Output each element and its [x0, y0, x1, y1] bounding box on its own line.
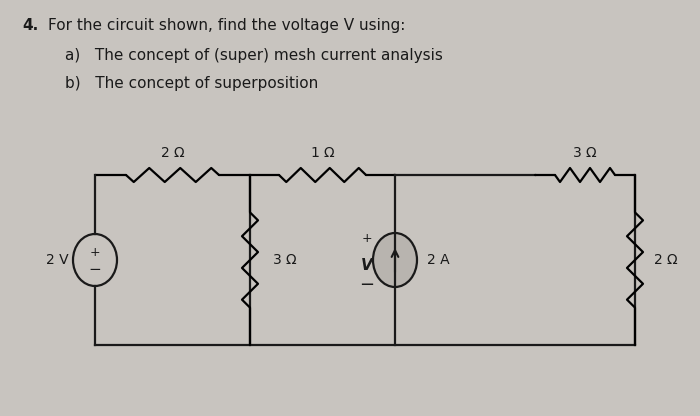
Text: −: − — [89, 262, 102, 277]
Ellipse shape — [373, 233, 417, 287]
Text: +: + — [362, 231, 372, 245]
Text: 3 $\Omega$: 3 $\Omega$ — [573, 146, 598, 160]
Text: a)   The concept of (super) mesh current analysis: a) The concept of (super) mesh current a… — [65, 48, 443, 63]
Text: +: + — [90, 245, 100, 258]
Ellipse shape — [73, 234, 117, 286]
Text: −: − — [359, 276, 375, 294]
Text: 2 $\Omega$: 2 $\Omega$ — [653, 253, 678, 267]
Text: 2 A: 2 A — [427, 253, 449, 267]
Text: V: V — [361, 258, 373, 272]
Text: b)   The concept of superposition: b) The concept of superposition — [65, 76, 318, 91]
Text: 4.: 4. — [22, 18, 38, 33]
Text: 3 $\Omega$: 3 $\Omega$ — [272, 253, 298, 267]
Text: For the circuit shown, find the voltage V using:: For the circuit shown, find the voltage … — [48, 18, 405, 33]
Text: 2 V: 2 V — [46, 253, 69, 267]
Text: 2 $\Omega$: 2 $\Omega$ — [160, 146, 186, 160]
Text: 1 $\Omega$: 1 $\Omega$ — [310, 146, 335, 160]
